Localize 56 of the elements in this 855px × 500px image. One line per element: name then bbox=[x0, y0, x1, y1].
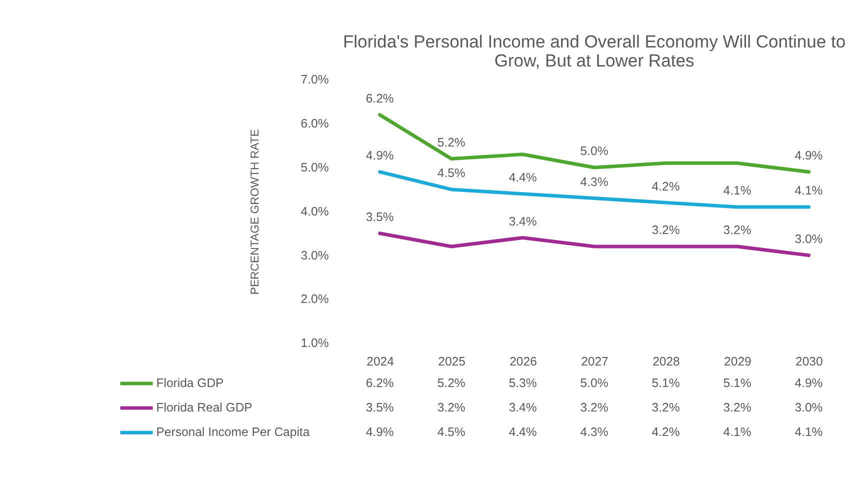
data-label: 4.1% bbox=[723, 425, 752, 440]
data-label: 4.4% bbox=[508, 425, 537, 440]
annotation: 4.1% bbox=[794, 184, 823, 198]
legend-label: Florida Real GDP bbox=[156, 400, 252, 415]
data-label: 3.2% bbox=[437, 400, 466, 415]
annotation: 4.3% bbox=[580, 174, 608, 189]
data-label: 4.1% bbox=[794, 425, 823, 440]
annotation: 4.9% bbox=[366, 148, 394, 163]
annotation: 3.2% bbox=[723, 223, 752, 238]
annotation: 4.2% bbox=[652, 179, 680, 194]
x-tick-label: 2027 bbox=[581, 354, 609, 368]
data-label: 4.3% bbox=[580, 425, 608, 440]
x-tick-label: 2029 bbox=[724, 354, 752, 368]
data-label: 5.3% bbox=[508, 376, 537, 390]
annotation: 5.0% bbox=[580, 144, 608, 158]
y-tick-label: 3.0% bbox=[300, 248, 329, 262]
data-label: 6.2% bbox=[366, 376, 394, 390]
data-label: 5.2% bbox=[437, 376, 466, 390]
annotation: 4.9% bbox=[794, 148, 823, 163]
y-tick-label: 1.0% bbox=[300, 336, 329, 350]
annotation: 3.5% bbox=[366, 210, 394, 224]
chart-title: Florida's Personal Income and Overall Economy Will Continue to Grow, But at Lower Rates bbox=[342, 31, 846, 71]
y-axis-title: PERCENTAGE GROWTH RATE bbox=[250, 128, 262, 295]
x-tick-label: 2026 bbox=[510, 354, 538, 368]
data-label: 4.5% bbox=[437, 425, 466, 440]
data-label: 3.2% bbox=[652, 400, 680, 415]
data-label: 3.2% bbox=[723, 400, 752, 415]
y-tick-label: 5.0% bbox=[300, 160, 329, 174]
legend-label: Personal Income Per Capita bbox=[156, 425, 310, 440]
annotation: 4.5% bbox=[437, 166, 466, 180]
annotation: 3.4% bbox=[508, 214, 537, 228]
x-tick-label: 2028 bbox=[652, 354, 680, 368]
data-label: 5.1% bbox=[652, 376, 680, 390]
data-label: 4.9% bbox=[366, 425, 394, 440]
x-tick-label: 2025 bbox=[438, 354, 466, 368]
data-label: 3.4% bbox=[508, 400, 537, 415]
x-tick-label: 2030 bbox=[796, 354, 823, 368]
data-label: 5.0% bbox=[580, 376, 608, 390]
y-tick-label: 2.0% bbox=[300, 292, 329, 306]
y-tick-label: 6.0% bbox=[300, 116, 329, 131]
y-tick-label: 4.0% bbox=[300, 204, 329, 218]
y-tick-label: 7.0% bbox=[300, 72, 329, 87]
annotation: 4.4% bbox=[508, 170, 537, 185]
data-label: 4.2% bbox=[652, 425, 680, 440]
annotation: 6.2% bbox=[366, 92, 394, 106]
data-label: 3.2% bbox=[580, 400, 608, 415]
data-label: 5.1% bbox=[723, 376, 752, 390]
data-label: 4.9% bbox=[794, 376, 823, 390]
data-label: 3.0% bbox=[794, 400, 823, 415]
legend-label: Florida GDP bbox=[156, 376, 224, 390]
annotation: 3.2% bbox=[652, 223, 680, 238]
data-label: 3.5% bbox=[366, 400, 394, 415]
annotation: 4.1% bbox=[723, 184, 752, 198]
annotation: 3.0% bbox=[794, 232, 823, 246]
x-tick-label: 2024 bbox=[366, 354, 394, 368]
annotation: 5.2% bbox=[437, 135, 466, 150]
